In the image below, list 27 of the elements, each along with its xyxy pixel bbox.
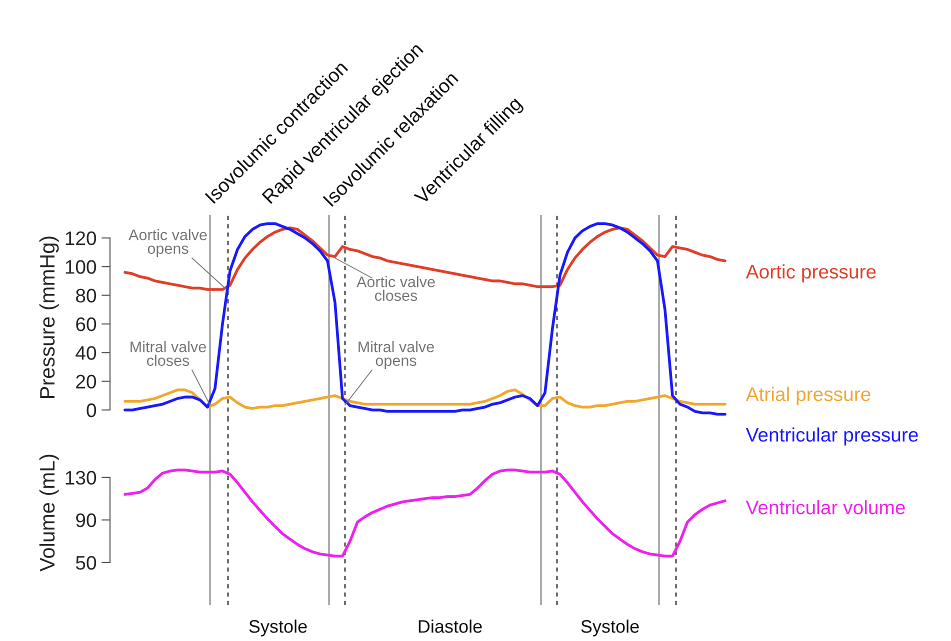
y-axis-title: Pressure (mmHg) [39,236,59,398]
annotation: Aortic valve opens [128,229,207,257]
series-label: Atrial pressure [746,386,870,405]
text: Systole [581,620,639,636]
y-tick-label: 20 [76,374,96,389]
y-tick-label: 40 [76,346,96,360]
y-tick-label: 90 [76,513,96,528]
y-tick-label: 80 [76,288,96,303]
text: Systole [249,620,307,636]
annotation: Aortic valve closes [356,276,435,301]
y-tick-label: 130 [66,470,96,485]
y-axis-title: Volume (mL) [39,454,59,572]
y-tick-label: 60 [76,317,96,332]
y-tick-label: 100 [66,260,96,274]
y-tick-label: 50 [76,556,96,570]
line-series [124,468,726,558]
line-series [124,388,726,410]
annotation: Mitral valve opens [358,341,434,369]
annotation: Mitral valve closes [130,341,206,366]
line-series [124,226,726,291]
series-label: Ventricular volume [746,500,905,514]
line-series [124,222,726,416]
text: Diastole [418,620,482,633]
y-tick-label: 120 [66,231,96,246]
series-label: Ventricular pressure [746,427,918,446]
series-label: Aortic pressure [746,264,876,282]
y-tick-label: 0 [86,403,96,418]
